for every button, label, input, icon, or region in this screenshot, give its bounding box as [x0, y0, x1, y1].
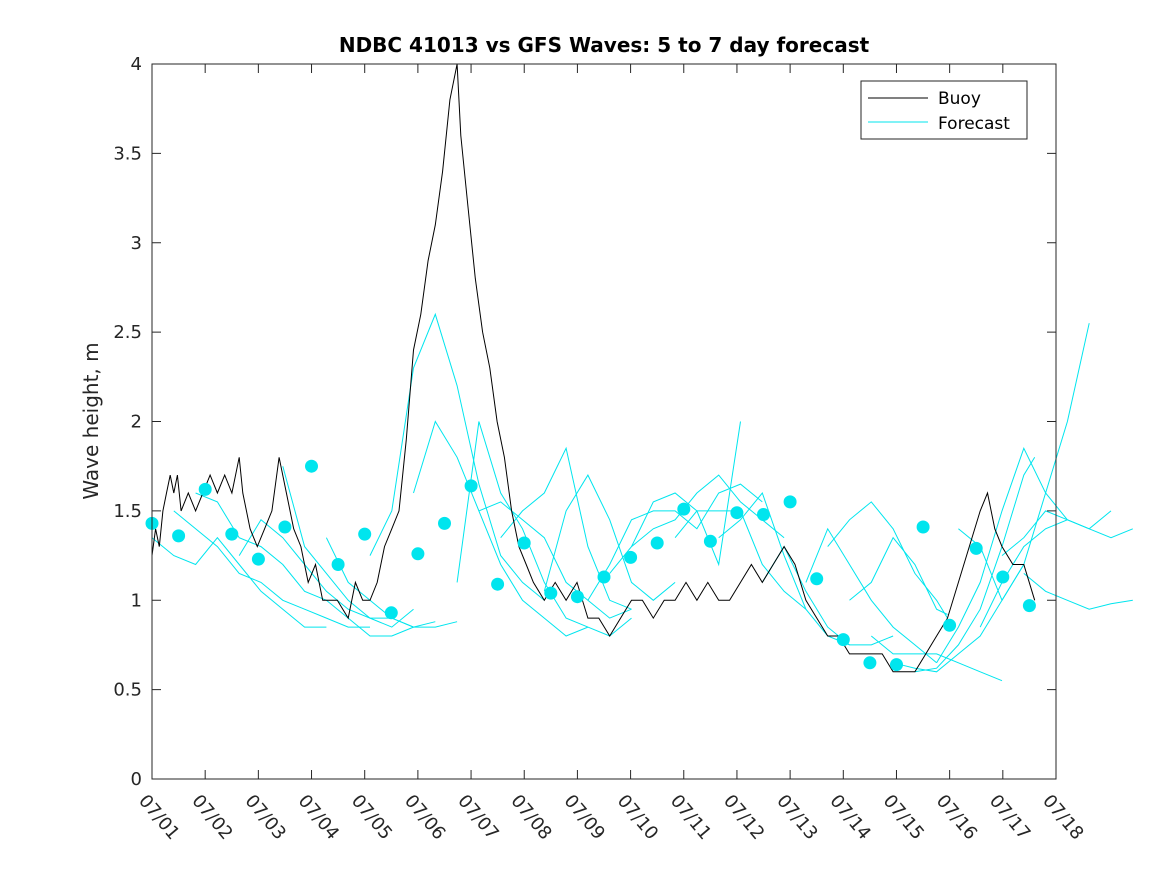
- forecast-point: [730, 506, 744, 520]
- x-tick-label: 07/07: [453, 791, 502, 844]
- forecast-markers: [145, 459, 1036, 672]
- forecast-run-line: [173, 510, 370, 628]
- y-tick-label: 2: [131, 412, 142, 433]
- forecast-point: [305, 459, 318, 473]
- forecast-point: [943, 618, 957, 632]
- forecast-point: [278, 520, 292, 534]
- legend-buoy-label: Buoy: [938, 89, 981, 109]
- x-tick-label: 07/18: [1038, 791, 1087, 844]
- forecast-point: [438, 516, 451, 530]
- x-tick-label: 07/03: [241, 791, 290, 844]
- forecast-run-line: [238, 519, 414, 628]
- forecast-run-line: [827, 501, 948, 619]
- forecast-point: [863, 656, 877, 670]
- legend-box: [860, 80, 1028, 140]
- x-tick-label: 07/02: [187, 791, 236, 844]
- x-tick-label: 07/06: [400, 791, 449, 844]
- forecast-run-line: [1001, 510, 1133, 556]
- forecast-run-line: [914, 457, 1036, 673]
- forecast-point: [624, 550, 638, 564]
- forecast-point: [358, 527, 372, 541]
- forecast-point: [597, 570, 611, 584]
- forecast-run-line: [1023, 573, 1133, 610]
- y-tick-label: 2.5: [113, 322, 142, 343]
- x-tick-label: 07/14: [825, 791, 874, 844]
- x-tick-label: 07/17: [985, 791, 1034, 844]
- y-tick-label: 1.5: [113, 501, 142, 522]
- forecast-run-line: [543, 474, 676, 601]
- forecast-point: [916, 520, 930, 534]
- forecast-run-line: [805, 527, 937, 664]
- forecast-run-line: [413, 420, 589, 637]
- forecast-point: [677, 502, 691, 516]
- y-tick-label: 1: [131, 590, 142, 611]
- forecast-run-line: [587, 483, 763, 601]
- forecast-point: [810, 572, 824, 586]
- forecast-run-line: [151, 536, 327, 628]
- forecast-point: [384, 606, 398, 620]
- forecast-run-line: [849, 536, 948, 615]
- x-tick-label: 07/08: [506, 791, 555, 844]
- forecast-point: [544, 586, 558, 600]
- forecast-point: [251, 552, 265, 566]
- y-axis: 0 0.5 1 1.5 2 2.5 3 3.5 4: [113, 54, 1056, 790]
- forecast-point: [198, 482, 212, 496]
- buoy-line: [151, 63, 1036, 673]
- x-tick-label: 07/04: [294, 791, 343, 844]
- buoy-series: [151, 63, 1036, 673]
- forecast-run-line: [500, 446, 632, 610]
- x-tick-label: 07/12: [719, 791, 768, 844]
- forecast-point: [836, 633, 850, 647]
- forecast-run-line: [369, 312, 545, 601]
- forecast-point: [411, 547, 425, 561]
- y-tick-label: 3.5: [113, 143, 142, 164]
- forecast-point: [517, 536, 531, 550]
- x-tick-label: 07/09: [560, 791, 609, 844]
- x-tick-label: 07/01: [134, 791, 183, 844]
- forecast-series: [151, 312, 1133, 682]
- x-tick-label: 07/11: [666, 791, 715, 844]
- forecast-point: [225, 527, 239, 541]
- forecast-point: [570, 590, 584, 604]
- y-tick-label: 4: [131, 54, 142, 75]
- x-tick-label: 07/05: [347, 791, 396, 844]
- plot-content: [145, 63, 1133, 682]
- forecast-point: [703, 534, 717, 548]
- forecast-point: [996, 570, 1010, 584]
- plot-area: [152, 64, 1056, 779]
- forecast-point: [783, 495, 797, 509]
- forecast-point: [172, 529, 186, 543]
- forecast-point: [969, 541, 983, 555]
- x-tick-label: 07/13: [772, 791, 821, 844]
- y-tick-label: 0.5: [113, 680, 142, 701]
- forecast-run-line: [456, 421, 632, 637]
- forecast-point: [890, 658, 903, 672]
- legend-forecast-label: Forecast: [938, 114, 1010, 134]
- forecast-run-line: [478, 501, 632, 619]
- forecast-point: [491, 577, 505, 591]
- y-axis-label: Wave height, m: [79, 342, 103, 499]
- forecast-point: [331, 558, 345, 571]
- forecast-point: [650, 536, 664, 550]
- y-tick-label: 0: [131, 769, 142, 790]
- y-tick-label: 3: [131, 233, 142, 254]
- forecast-point: [1022, 599, 1036, 613]
- forecast-point: [464, 479, 478, 493]
- forecast-run-line: [870, 635, 1003, 682]
- forecast-point: [757, 508, 770, 521]
- chart-title: NDBC 41013 vs GFS Waves: 5 to 7 day fore…: [339, 33, 870, 57]
- x-tick-label: 07/16: [932, 791, 981, 844]
- x-tick-label: 07/10: [613, 791, 662, 844]
- forecast-run-line: [195, 492, 414, 637]
- x-tick-label: 07/15: [879, 791, 928, 844]
- legend: Buoy Forecast: [860, 80, 1028, 140]
